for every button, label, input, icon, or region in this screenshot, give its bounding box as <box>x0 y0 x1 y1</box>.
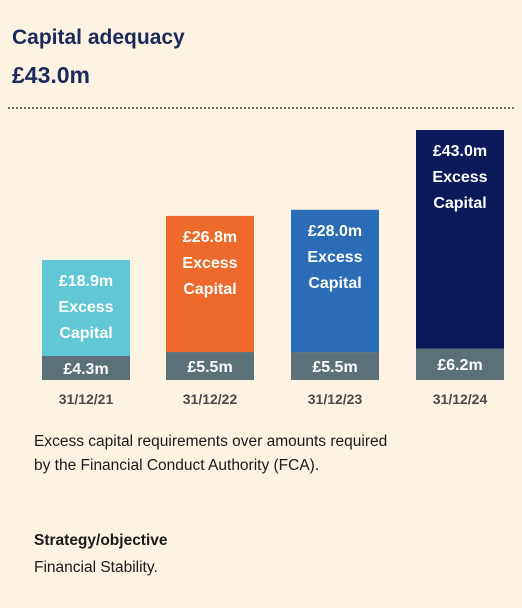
strategy-text: Financial Stability. <box>34 559 158 576</box>
bar-sublabel: Excess <box>307 249 362 266</box>
bar-excess-capital <box>166 215 254 353</box>
bar-value-label: £43.0m <box>433 143 487 160</box>
description-line-1: Excess capital requirements over amounts… <box>34 433 388 450</box>
bar-excess-capital <box>416 130 504 349</box>
bar-base-label: £5.5m <box>187 359 232 376</box>
strategy-heading: Strategy/objective <box>34 532 168 549</box>
chart-description: Excess capital requirements over amounts… <box>34 430 504 478</box>
x-tick-label: 31/12/23 <box>308 391 363 407</box>
bar-excess-capital <box>291 209 379 353</box>
bar-base-requirement <box>291 352 379 380</box>
bar-base-label: £4.3m <box>63 361 108 378</box>
capital-adequacy-chart: £18.9m Excess Capital £4.3m 31/12/21 £26.8m Ex… <box>42 130 504 407</box>
bar-sublabel: Capital <box>433 195 486 212</box>
bar-base-label: £6.2m <box>437 357 482 374</box>
description-line-2: by the Financial Conduct Authority (FCA)… <box>34 457 320 474</box>
dotted-divider <box>8 107 514 109</box>
bar-base-requirement <box>166 352 254 380</box>
x-tick-label: 31/12/21 <box>59 391 114 407</box>
headline-value: £43.0m <box>12 62 91 88</box>
bar-value-label: £18.9m <box>59 273 113 290</box>
bar-sublabel: Excess <box>58 299 113 316</box>
bar-sublabel: Capital <box>308 275 361 292</box>
x-tick-label: 31/12/24 <box>433 391 488 407</box>
bar-sublabel: Excess <box>182 255 237 272</box>
bar-base-requirement <box>416 348 504 380</box>
bar-sublabel: Excess <box>432 169 487 186</box>
bar-base-requirement <box>42 356 130 380</box>
chart-title: Capital adequacy <box>12 26 185 49</box>
bar-base-label: £5.5m <box>312 359 357 376</box>
x-tick-label: 31/12/22 <box>183 391 238 407</box>
bar-value-label: £28.0m <box>308 223 362 240</box>
bar-sublabel: Capital <box>183 281 236 298</box>
bar-sublabel: Capital <box>59 325 112 342</box>
bar-excess-capital <box>42 259 130 356</box>
bar-value-label: £26.8m <box>183 229 237 246</box>
